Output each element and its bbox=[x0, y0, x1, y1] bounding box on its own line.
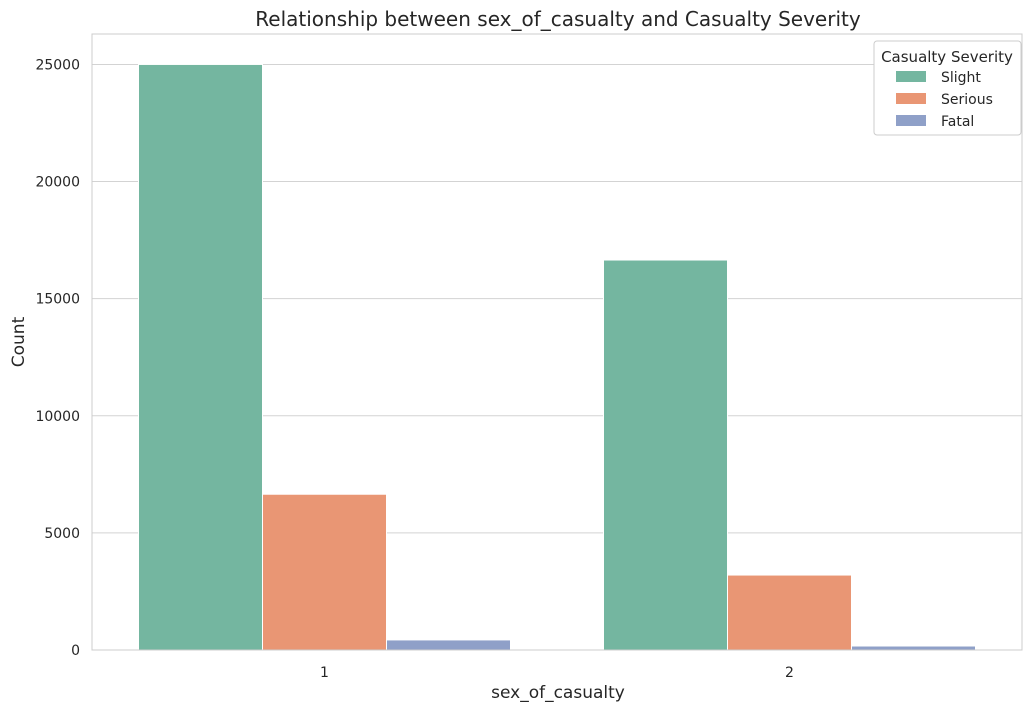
legend-swatch-serious bbox=[896, 93, 926, 104]
x-tick-label: 1 bbox=[320, 665, 329, 681]
y-tick-label: 0 bbox=[71, 643, 80, 659]
y-ticks: 0 5000 10000 15000 20000 25000 bbox=[35, 57, 80, 659]
x-tick-label: 2 bbox=[785, 665, 794, 681]
bar-serious-2 bbox=[727, 574, 852, 651]
legend-swatch-slight bbox=[896, 71, 926, 82]
bar-fatal-2 bbox=[851, 645, 976, 651]
y-axis-label: Count bbox=[9, 316, 29, 367]
legend-label-fatal: Fatal bbox=[941, 114, 974, 130]
x-axis-label: sex_of_casualty bbox=[491, 683, 625, 703]
y-tick-label: 10000 bbox=[35, 409, 80, 425]
chart-title: Relationship between sex_of_casualty and… bbox=[255, 7, 861, 31]
legend-box bbox=[873, 40, 1022, 136]
y-tick-label: 15000 bbox=[35, 292, 80, 308]
y-tick-label: 20000 bbox=[35, 175, 80, 191]
legend: Casualty Severity Slight Serious Fatal bbox=[873, 40, 1022, 136]
y-tick-label: 25000 bbox=[35, 57, 80, 73]
plot-frame bbox=[91, 33, 1023, 651]
bar-fatal-1 bbox=[386, 639, 511, 651]
axes bbox=[91, 33, 1023, 651]
bars bbox=[138, 63, 976, 651]
bar-slight-1 bbox=[138, 63, 263, 651]
legend-label-serious: Serious bbox=[941, 92, 993, 108]
legend-items: Slight Serious Fatal bbox=[896, 70, 993, 130]
legend-swatch-fatal bbox=[896, 115, 926, 126]
bar-slight-2 bbox=[603, 259, 728, 651]
legend-label-slight: Slight bbox=[941, 70, 981, 86]
bar-serious-1 bbox=[262, 493, 387, 651]
legend-title: Casualty Severity bbox=[881, 48, 1013, 66]
y-tick-label: 5000 bbox=[44, 526, 80, 542]
